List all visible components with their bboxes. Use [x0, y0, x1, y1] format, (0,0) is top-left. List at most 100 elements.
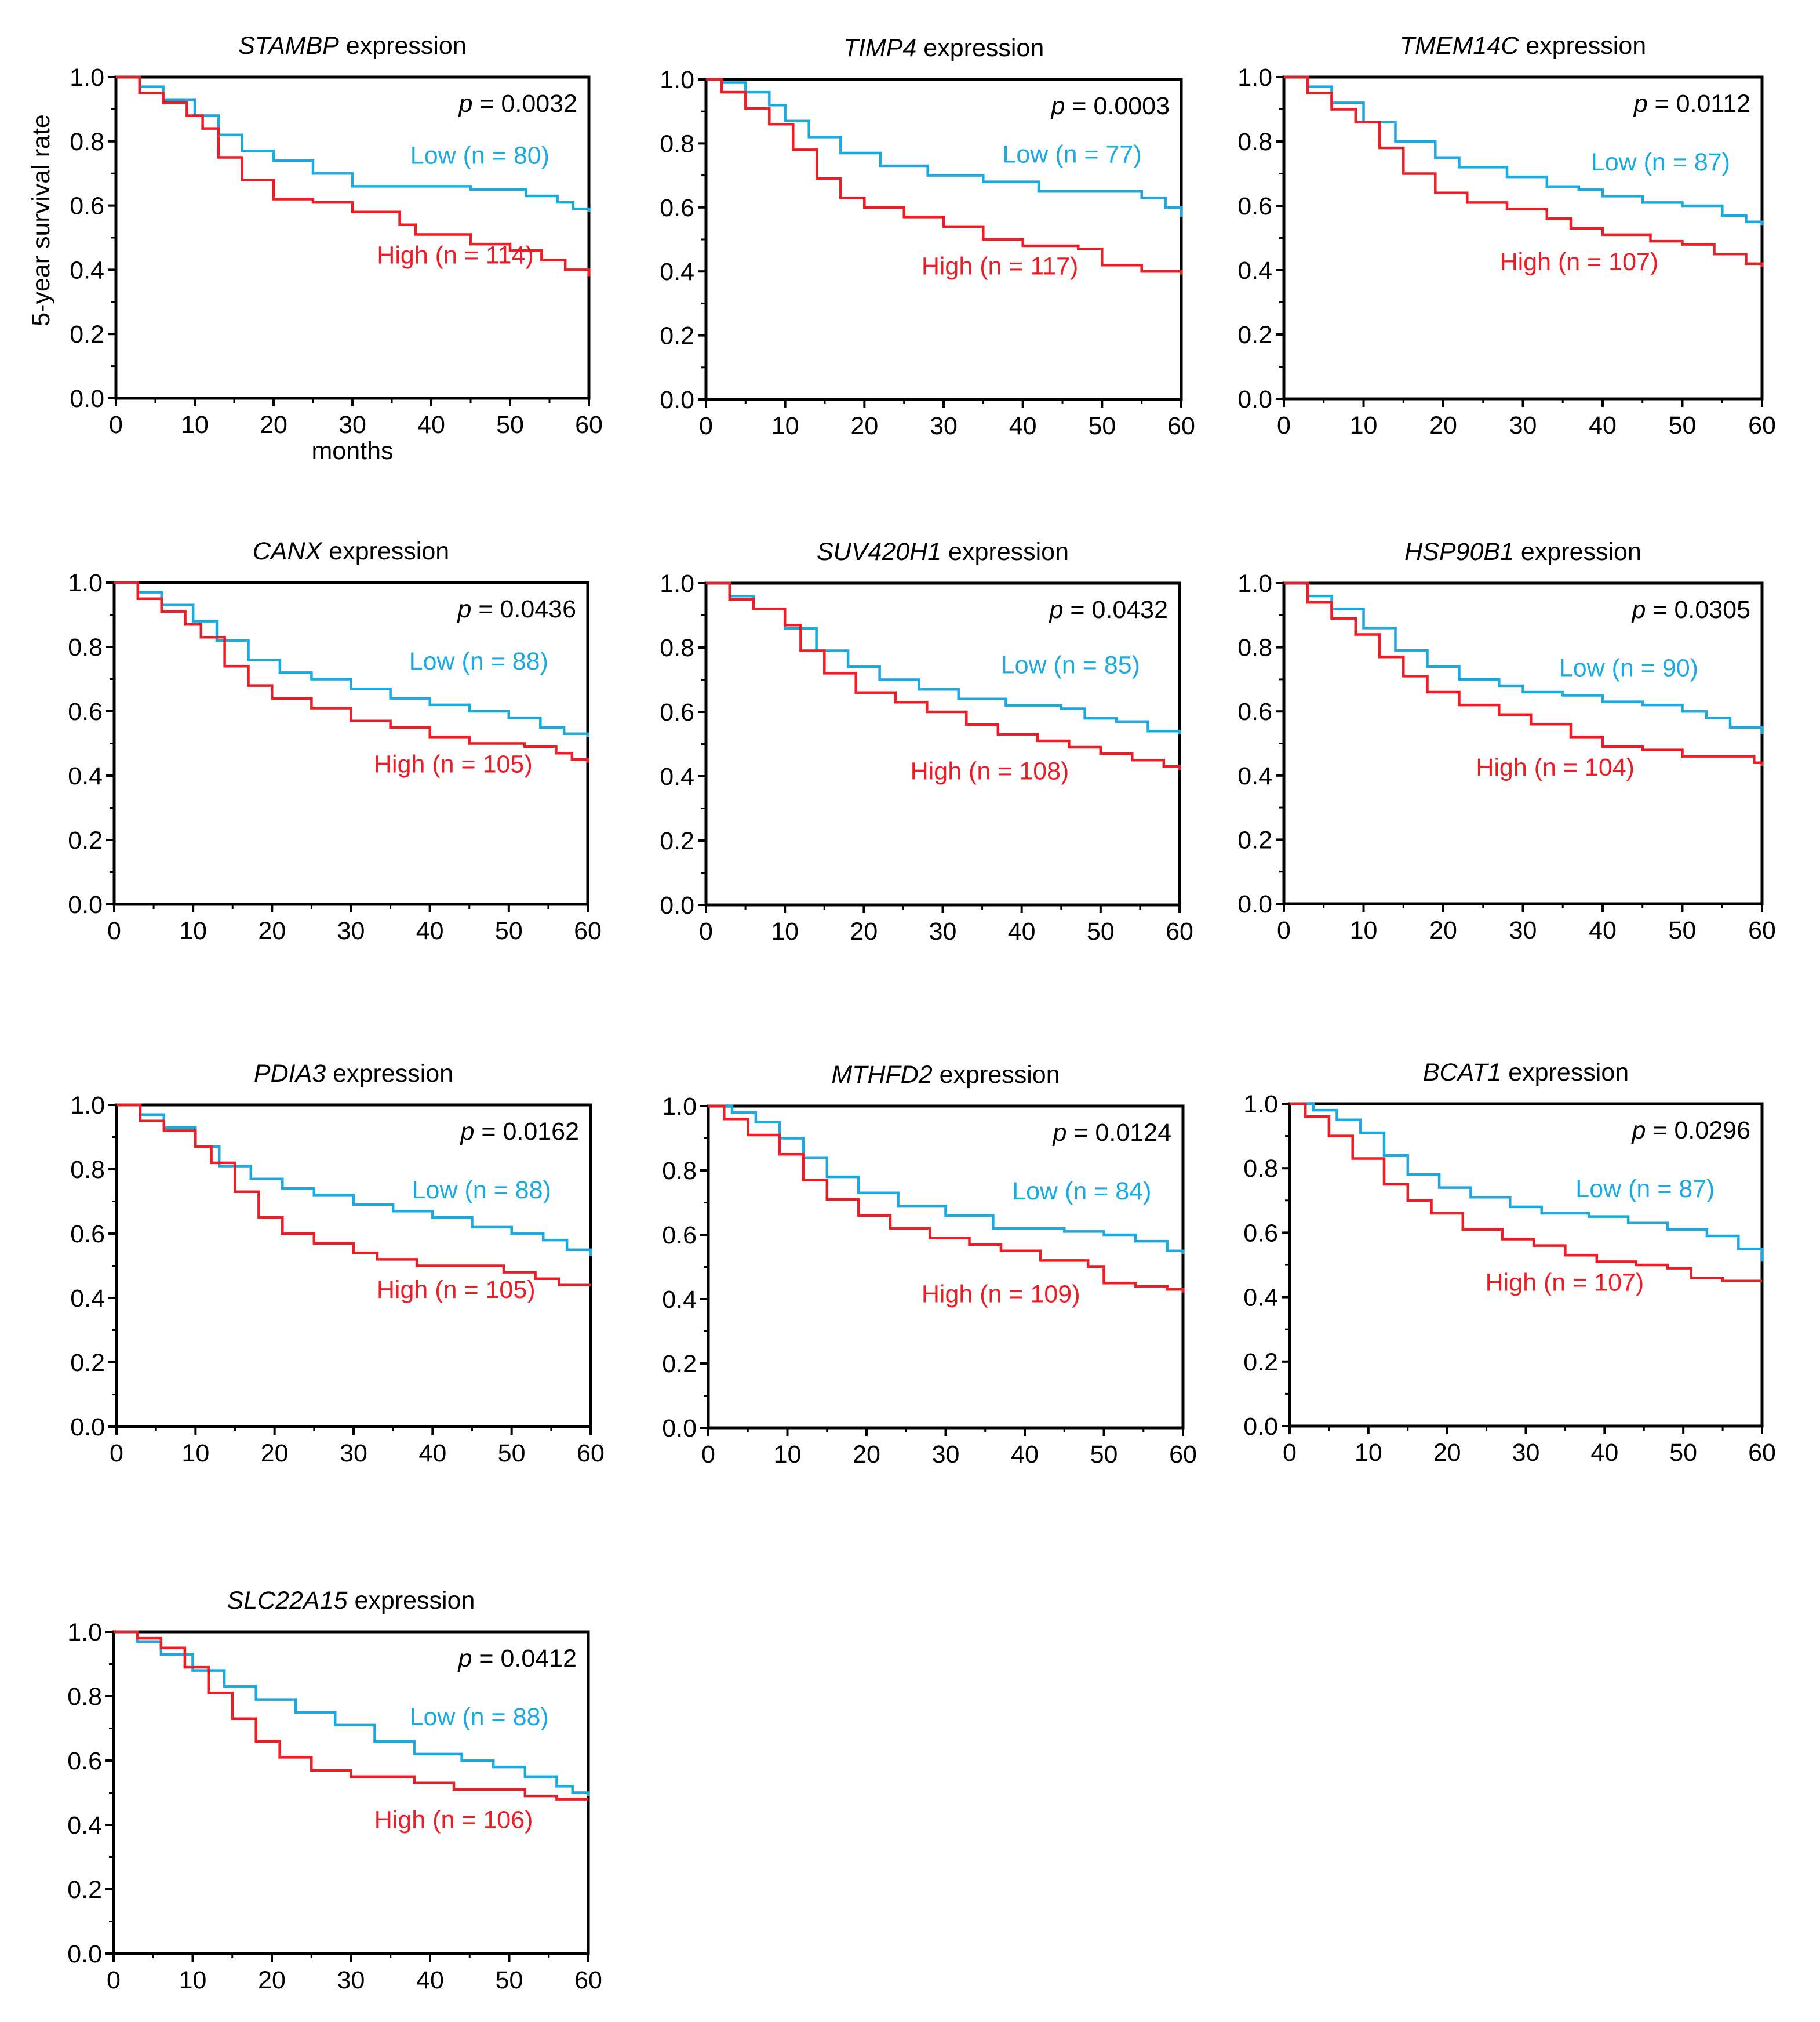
y-tick-label: 1.0 — [1237, 570, 1272, 598]
y-tick-label: 0.2 — [1243, 1348, 1278, 1376]
y-tick-label: 0.4 — [1243, 1284, 1278, 1312]
x-tick-label: 50 — [1669, 1439, 1697, 1467]
gene-name: CANX — [253, 537, 323, 565]
low-expression-curve — [116, 75, 591, 212]
high-group-label: High (n = 109) — [922, 1281, 1080, 1308]
p-value: = 0.0432 — [1063, 596, 1168, 624]
x-tick-label: 30 — [932, 1441, 960, 1468]
survival-plot-timp4: TIMP4 expression 0.0 0.2 0.4 0.6 0.8 1.0 0 10 20 3… — [660, 34, 1195, 440]
high-expression-curve — [116, 75, 591, 277]
high-group-label: High (n = 105) — [374, 750, 533, 778]
p-symbol: p — [1631, 596, 1646, 624]
y-tick-label: 0.6 — [68, 698, 103, 726]
survival-plot-stambp: STAMBP expression 0.0 0.2 0.4 0.6 0.8 1.0 0 10 20… — [27, 32, 603, 465]
x-tick-label: 60 — [1166, 918, 1193, 945]
x-tick-label: 0 — [110, 1439, 123, 1467]
plot-frame — [704, 581, 1181, 907]
plot-title: MTHFD2 expression — [831, 1061, 1060, 1089]
x-tick-label: 50 — [1669, 917, 1697, 944]
gene-name: PDIA3 — [254, 1060, 326, 1088]
x-tick-label: 0 — [1283, 1439, 1297, 1467]
low-group-label: Low (n = 87) — [1591, 148, 1730, 176]
y-tick-label: 0.8 — [662, 1157, 697, 1185]
gene-name: TMEM14C — [1400, 32, 1519, 60]
x-tick-label: 50 — [1088, 412, 1116, 440]
high-group-label: High (n = 117) — [922, 253, 1079, 281]
x-tick-label: 60 — [1167, 412, 1195, 440]
x-tick-label: 0 — [699, 918, 713, 945]
high-group-label: High (n = 105) — [377, 1276, 536, 1304]
x-tick-label: 50 — [496, 1966, 523, 1994]
plot-title: TIMP4 expression — [843, 34, 1044, 62]
y-tick-label: 0.8 — [660, 130, 694, 158]
y-tick-label: 0.8 — [1237, 128, 1272, 156]
x-tick-label: 50 — [495, 917, 523, 945]
x-tick-label: 20 — [1433, 1439, 1461, 1467]
high-group-label: High (n = 108) — [911, 758, 1069, 785]
plot-frame — [112, 1630, 590, 1955]
plot-frame — [1282, 75, 1764, 401]
y-tick-label: 0.8 — [70, 128, 104, 156]
x-tick-label: 10 — [179, 1966, 207, 1994]
x-tick-label: 40 — [416, 917, 444, 945]
x-tick-label: 20 — [853, 1441, 880, 1468]
high-expression-curve — [117, 1103, 591, 1287]
title-suffix: expression — [941, 538, 1069, 566]
x-tick-label: 50 — [1087, 918, 1115, 945]
title-suffix: expression — [326, 1060, 453, 1088]
plot-frame — [114, 75, 591, 400]
x-tick-label: 30 — [340, 1439, 367, 1467]
x-tick-label: 40 — [1590, 1439, 1618, 1467]
high-group-label: High (n = 107) — [1486, 1268, 1644, 1296]
title-suffix: expression — [916, 34, 1044, 62]
y-tick-label: 0.4 — [660, 258, 694, 286]
y-tick-label: 0.4 — [68, 762, 103, 790]
y-tick-label: 0.8 — [67, 1683, 102, 1711]
gene-name: STAMBP — [238, 32, 339, 60]
x-tick-label: 10 — [1350, 412, 1378, 439]
y-tick-label: 0.0 — [1237, 890, 1272, 918]
survival-plot-pdia3: PDIA3 expression 0.0 0.2 0.4 0.6 0.8 1.0 0 10 20 3… — [70, 1060, 605, 1467]
p-symbol: p — [1049, 596, 1064, 624]
x-tick-label: 10 — [181, 411, 209, 439]
y-tick-label: 0.0 — [660, 892, 694, 919]
high-expression-curve — [114, 581, 589, 763]
p-symbol: p — [460, 1118, 475, 1145]
y-tick-label: 1.0 — [70, 64, 104, 92]
survival-plot-canx: CANX expression 0.0 0.2 0.4 0.6 0.8 1.0 0 10 20 30… — [68, 537, 602, 945]
y-tick-label: 0.0 — [70, 1413, 105, 1441]
title-suffix: expression — [322, 537, 449, 565]
p-value-label: p = 0.0432 — [1049, 596, 1168, 624]
x-tick-label: 30 — [337, 917, 365, 945]
x-tick-label: 50 — [496, 411, 524, 439]
x-tick-label: 0 — [107, 1966, 121, 1994]
y-tick-label: 0.6 — [1237, 698, 1272, 726]
x-tick-label: 20 — [850, 918, 878, 945]
p-symbol: p — [1633, 90, 1648, 118]
y-axis-label: 5-year survival rate — [27, 114, 55, 326]
y-tick-label: 1.0 — [68, 569, 103, 597]
x-tick-label: 50 — [1090, 1441, 1118, 1468]
x-axis-label: months — [311, 437, 393, 465]
x-tick-label: 40 — [1009, 412, 1037, 440]
x-tick-label: 40 — [418, 1439, 446, 1467]
y-tick-label: 1.0 — [660, 66, 694, 94]
x-tick-label: 30 — [1509, 917, 1537, 944]
y-tick-label: 0.8 — [68, 634, 103, 661]
x-tick-label: 40 — [1008, 918, 1036, 945]
y-tick-label: 0.2 — [70, 1349, 105, 1377]
x-tick-label: 60 — [1748, 1439, 1776, 1467]
y-tick-label: 0.0 — [68, 891, 103, 919]
x-tick-label: 20 — [1429, 917, 1457, 944]
x-tick-label: 30 — [337, 1966, 365, 1994]
title-suffix: expression — [933, 1061, 1060, 1089]
survival-plot-slc22a15: SLC22A15 expression 0.0 0.2 0.4 0.6 0.8 1.0 0 10… — [67, 1587, 602, 1994]
low-expression-curve — [1290, 1102, 1764, 1262]
y-tick-label: 0.4 — [1237, 257, 1272, 285]
x-tick-label: 20 — [258, 917, 286, 945]
y-tick-label: 0.2 — [660, 322, 694, 350]
survival-plot-hsp90b1: HSP90B1 expression 0.0 0.2 0.4 0.6 0.8 1.0 0 10 2… — [1237, 538, 1776, 944]
x-tick-label: 10 — [1350, 917, 1378, 944]
high-expression-curve — [708, 1104, 1185, 1293]
